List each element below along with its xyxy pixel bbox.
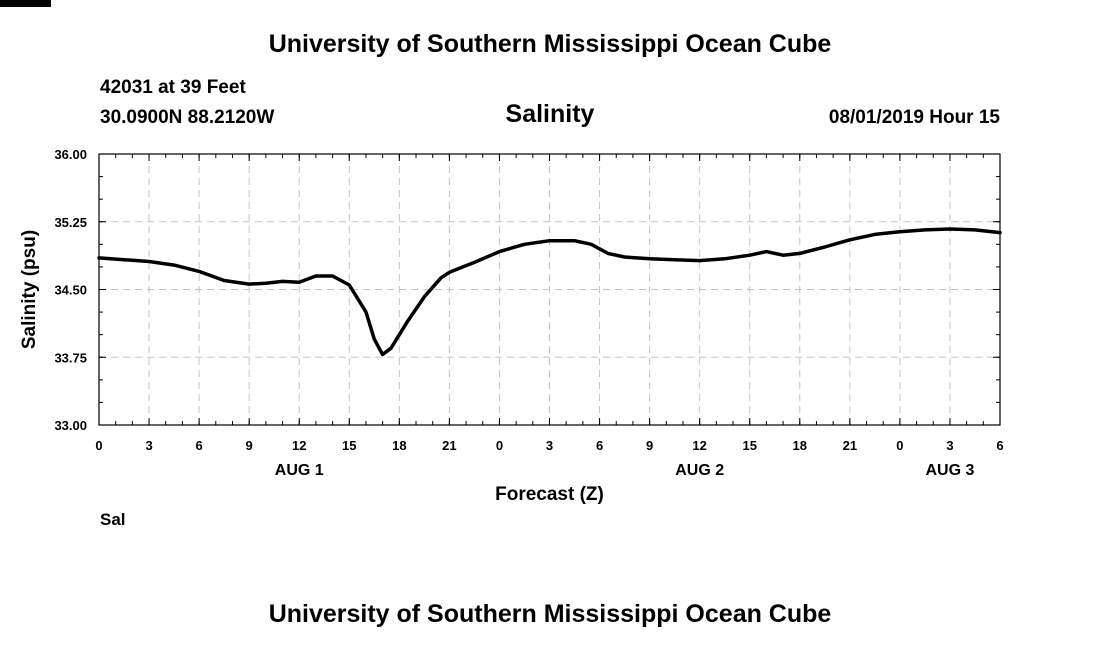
- x-tick-label: 0: [95, 438, 102, 453]
- x-tick-label: 3: [946, 438, 953, 453]
- x-tick-label: 12: [692, 438, 706, 453]
- datetime-label: 08/01/2019 Hour 15: [828, 107, 1000, 128]
- y-tick-label: 36.00: [54, 147, 87, 162]
- x-tick-label: 21: [843, 438, 857, 453]
- x-tick-label: 0: [896, 438, 903, 453]
- date-label: AUG 3: [925, 462, 974, 479]
- plot-frame: [98, 153, 1001, 426]
- date-label: AUG 1: [275, 462, 324, 479]
- x-tick-label: 3: [145, 438, 152, 453]
- x-tick-label: 9: [246, 438, 253, 453]
- x-tick-label: 18: [793, 438, 807, 453]
- series-line-sal: [97, 227, 1002, 357]
- legend-swatch: [0, 0, 51, 7]
- x-axis-title: Forecast (Z): [495, 484, 604, 505]
- y-axis-title: Salinity (psu): [19, 230, 40, 349]
- legend-label: Sal: [100, 510, 126, 529]
- footer-title: University of Southern Mississippi Ocean…: [268, 600, 832, 628]
- x-tick-label: 18: [392, 438, 406, 453]
- x-tick-label: 21: [442, 438, 456, 453]
- y-tick-label: 33.75: [54, 350, 87, 365]
- y-tick-label: 35.25: [54, 215, 87, 230]
- x-tick-label: 6: [195, 438, 202, 453]
- x-tick-label: 9: [646, 438, 653, 453]
- chart-title: University of Southern Mississippi Ocean…: [268, 30, 832, 58]
- station-label: 42031 at 39 Feet: [100, 77, 246, 98]
- y-tick-label: 33.00: [54, 418, 87, 433]
- x-tick-label: 15: [742, 438, 756, 453]
- variable-title: Salinity: [505, 100, 595, 128]
- x-tick-label: 3: [546, 438, 553, 453]
- date-label: AUG 2: [675, 462, 724, 479]
- x-tick-label: 15: [342, 438, 356, 453]
- y-tick-label: 34.50: [54, 283, 87, 298]
- x-tick-label: 12: [292, 438, 306, 453]
- x-tick-label: 6: [996, 438, 1003, 453]
- x-tick-label: 0: [496, 438, 503, 453]
- coordinates-label: 30.0900N 88.2120W: [100, 107, 275, 128]
- x-tick-label: 6: [596, 438, 603, 453]
